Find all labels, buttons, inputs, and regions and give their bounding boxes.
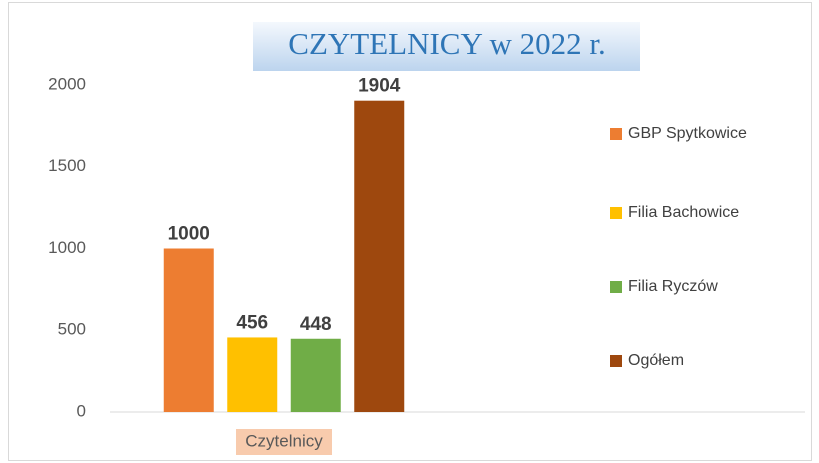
value-label: 1000 bbox=[168, 224, 210, 245]
title-background bbox=[253, 22, 640, 71]
legend-label: Filia Bachowice bbox=[628, 204, 739, 221]
legend-label: GBP Spytkowice bbox=[628, 125, 747, 142]
y-tick-label: 500 bbox=[58, 320, 86, 339]
y-tick-label: 1000 bbox=[48, 238, 86, 257]
bar bbox=[227, 337, 278, 412]
value-label: 456 bbox=[236, 312, 268, 333]
y-tick-label: 2000 bbox=[48, 74, 86, 93]
legend-label: Filia Ryczów bbox=[628, 278, 718, 295]
chart-frame bbox=[8, 2, 812, 461]
bar bbox=[163, 248, 214, 412]
value-label: 1904 bbox=[358, 76, 401, 97]
value-label: 448 bbox=[300, 314, 332, 335]
legend-swatch bbox=[610, 281, 622, 293]
legend-swatch bbox=[610, 128, 622, 140]
x-tick-label: Czytelnicy bbox=[245, 431, 323, 450]
y-tick-label: 1500 bbox=[48, 156, 86, 175]
bar bbox=[290, 338, 341, 412]
legend-label: Ogółem bbox=[628, 352, 684, 369]
legend-swatch bbox=[610, 355, 622, 367]
category-label-background bbox=[236, 429, 332, 455]
bar bbox=[354, 100, 405, 413]
chart-title: CZYTELNICY w 2022 r. bbox=[288, 26, 605, 61]
legend-swatch bbox=[610, 207, 622, 219]
y-tick-label: 0 bbox=[77, 401, 86, 420]
